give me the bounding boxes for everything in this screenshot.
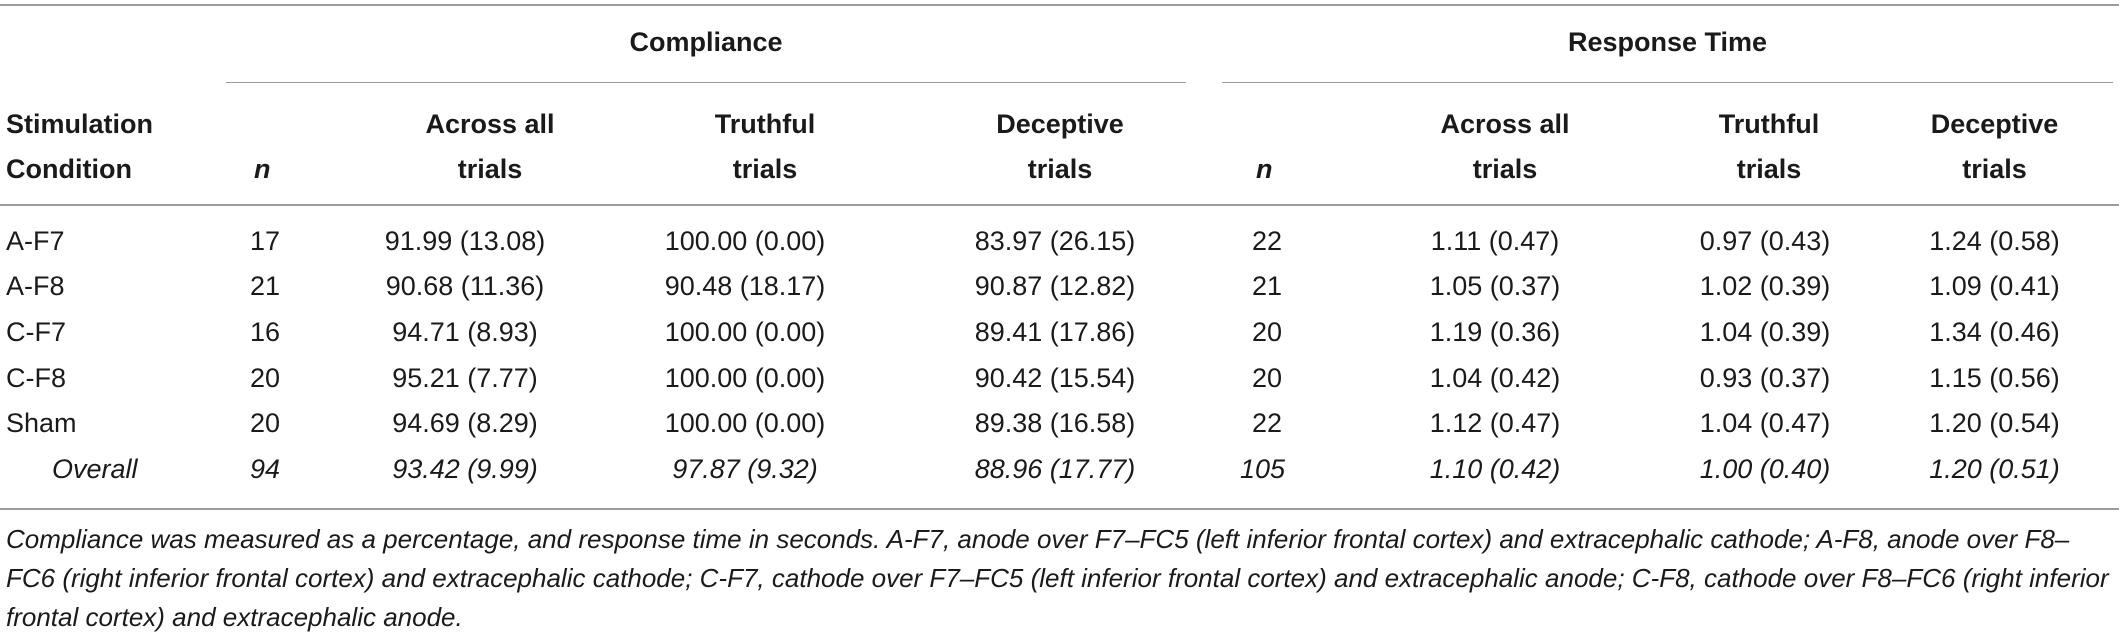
cell-condition: Sham	[6, 408, 77, 438]
cell-compliance-across: 93.42 (9.99)	[392, 454, 538, 484]
col-header-compliance-across-line1: Across all	[425, 109, 555, 139]
cell-compliance-truthful: 97.87 (9.32)	[672, 454, 818, 484]
cell-response-n: 105	[1240, 454, 1286, 484]
cell-compliance-n: 17	[250, 226, 281, 256]
col-header-condition-line1: Stimulation	[6, 109, 153, 139]
cell-response-across: 1.19 (0.36)	[1429, 317, 1561, 347]
cell-response-deceptive: 1.09 (0.41)	[1929, 271, 2060, 301]
cell-response-truthful: 1.02 (0.39)	[1699, 271, 1831, 301]
cell-compliance-n: 16	[250, 317, 281, 347]
cell-response-across: 1.04 (0.42)	[1429, 363, 1561, 393]
cell-condition: C-F7	[6, 317, 66, 347]
cell-compliance-deceptive: 88.96 (17.77)	[974, 454, 1136, 484]
cell-compliance-truthful: 90.48 (18.17)	[664, 271, 826, 301]
col-header-condition-line2: Condition	[6, 154, 132, 184]
col-header-compliance-truthful-line1: Truthful	[714, 109, 816, 139]
col-header-response-across-line2: trials	[1472, 154, 1538, 184]
top-rule	[0, 4, 2119, 6]
compliance-group-header: Compliance	[629, 27, 783, 57]
col-header-response-deceptive-line2: trials	[1962, 154, 2027, 184]
cell-compliance-across: 91.99 (13.08)	[384, 226, 546, 256]
compliance-group-rule	[226, 82, 1186, 83]
cell-response-truthful: 1.04 (0.39)	[1699, 317, 1831, 347]
table-row: Sham 20 94.69 (8.29) 100.00 (0.00) 89.38…	[0, 403, 2119, 443]
cell-response-n: 20	[1252, 363, 1283, 393]
header-rule	[0, 204, 2119, 206]
col-header-compliance-across-line2: trials	[457, 154, 523, 184]
col-header-compliance-truthful-line2: trials	[732, 154, 798, 184]
cell-response-n: 22	[1252, 226, 1283, 256]
cell-response-deceptive: 1.24 (0.58)	[1929, 226, 2060, 256]
cell-response-n: 20	[1252, 317, 1283, 347]
response-time-group-rule	[1222, 82, 2113, 83]
cell-compliance-truthful: 100.00 (0.00)	[664, 317, 826, 347]
col-header-response-n: n	[1256, 154, 1273, 184]
bottom-rule	[0, 508, 2119, 510]
col-header-response-deceptive-line1: Deceptive	[1930, 109, 2059, 139]
cell-response-across: 1.12 (0.47)	[1429, 408, 1561, 438]
cell-response-deceptive: 1.20 (0.51)	[1929, 454, 2060, 484]
cell-compliance-deceptive: 90.87 (12.82)	[974, 271, 1136, 301]
cell-compliance-truthful: 100.00 (0.00)	[664, 363, 826, 393]
cell-compliance-deceptive: 89.38 (16.58)	[974, 408, 1136, 438]
table-row: A-F8 21 90.68 (11.36) 90.48 (18.17) 90.8…	[0, 266, 2119, 306]
cell-compliance-truthful: 100.00 (0.00)	[664, 408, 826, 438]
table-footnote: Compliance was measured as a percentage,…	[6, 524, 2109, 632]
cell-compliance-n: 94	[250, 454, 281, 484]
cell-compliance-n: 20	[250, 408, 281, 438]
response-time-group-header: Response Time	[1567, 27, 1768, 57]
col-header-compliance-deceptive-line2: trials	[1027, 154, 1093, 184]
cell-response-deceptive: 1.15 (0.56)	[1929, 363, 2060, 393]
cell-response-truthful: 1.04 (0.47)	[1699, 408, 1831, 438]
col-header-response-truthful-line2: trials	[1736, 154, 1802, 184]
table-row: C-F8 20 95.21 (7.77) 100.00 (0.00) 90.42…	[0, 358, 2119, 398]
cell-compliance-n: 21	[250, 271, 281, 301]
table-row: A-F7 17 91.99 (13.08) 100.00 (0.00) 83.9…	[0, 221, 2119, 261]
cell-response-truthful: 0.93 (0.37)	[1699, 363, 1831, 393]
cell-compliance-deceptive: 90.42 (15.54)	[974, 363, 1136, 393]
cell-compliance-across: 94.69 (8.29)	[392, 408, 538, 438]
cell-compliance-across: 94.71 (8.93)	[392, 317, 538, 347]
cell-condition: C-F8	[6, 363, 66, 393]
col-header-compliance-n: n	[254, 154, 271, 184]
cell-response-across: 1.11 (0.47)	[1430, 226, 1560, 256]
table-row: C-F7 16 94.71 (8.93) 100.00 (0.00) 89.41…	[0, 312, 2119, 352]
cell-condition: A-F7	[6, 226, 65, 256]
cell-compliance-across: 90.68 (11.36)	[385, 271, 545, 301]
cell-compliance-n: 20	[250, 363, 281, 393]
table-row-overall: Overall 94 93.42 (9.99) 97.87 (9.32) 88.…	[0, 449, 2119, 489]
cell-compliance-deceptive: 83.97 (26.15)	[974, 226, 1136, 256]
cell-condition: A-F8	[6, 271, 65, 301]
cell-compliance-deceptive: 89.41 (17.86)	[974, 317, 1136, 347]
cell-response-truthful: 1.00 (0.40)	[1699, 454, 1831, 484]
col-header-response-across-line1: Across all	[1440, 109, 1570, 139]
cell-response-across: 1.05 (0.37)	[1429, 271, 1561, 301]
cell-condition: Overall	[52, 454, 138, 484]
cell-response-n: 21	[1252, 271, 1283, 301]
cell-response-across: 1.10 (0.42)	[1429, 454, 1561, 484]
col-header-response-truthful-line1: Truthful	[1718, 109, 1820, 139]
col-header-compliance-deceptive-line1: Deceptive	[996, 109, 1124, 139]
cell-response-truthful: 0.97 (0.43)	[1699, 226, 1831, 256]
cell-compliance-across: 95.21 (7.77)	[392, 363, 538, 393]
cell-response-deceptive: 1.34 (0.46)	[1929, 317, 2060, 347]
cell-compliance-truthful: 100.00 (0.00)	[664, 226, 826, 256]
cell-response-n: 22	[1252, 408, 1283, 438]
cell-response-deceptive: 1.20 (0.54)	[1929, 408, 2060, 438]
